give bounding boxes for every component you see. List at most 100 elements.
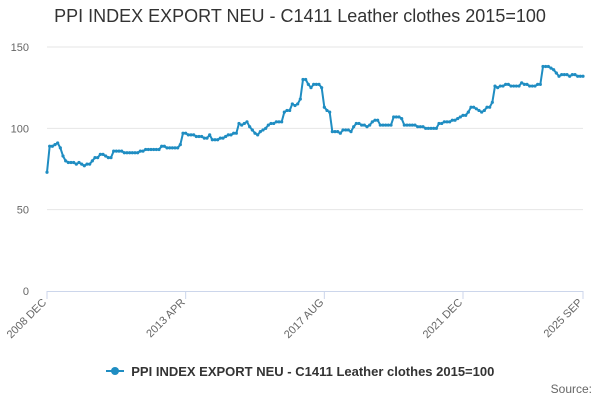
data-point[interactable] bbox=[88, 162, 92, 166]
data-point[interactable] bbox=[157, 147, 161, 152]
data-point[interactable] bbox=[445, 120, 449, 124]
series-group[interactable] bbox=[45, 64, 585, 174]
data-point[interactable] bbox=[189, 133, 193, 137]
data-point[interactable] bbox=[82, 164, 86, 168]
data-point[interactable] bbox=[469, 105, 473, 109]
data-point[interactable] bbox=[245, 120, 249, 124]
data-point[interactable] bbox=[317, 82, 321, 87]
data-point[interactable] bbox=[520, 81, 524, 85]
data-point[interactable] bbox=[389, 123, 393, 127]
data-point[interactable] bbox=[229, 133, 233, 137]
data-point[interactable] bbox=[397, 115, 401, 119]
data-point[interactable] bbox=[256, 133, 260, 137]
data-point[interactable] bbox=[429, 126, 433, 130]
data-point[interactable] bbox=[312, 82, 316, 87]
data-point[interactable] bbox=[192, 133, 196, 137]
data-point[interactable] bbox=[104, 154, 108, 158]
data-point[interactable] bbox=[205, 136, 209, 140]
data-point[interactable] bbox=[357, 121, 361, 126]
data-point[interactable] bbox=[480, 110, 484, 114]
data-point[interactable] bbox=[314, 82, 318, 87]
data-point[interactable] bbox=[200, 134, 204, 139]
data-point[interactable] bbox=[346, 128, 350, 132]
data-point[interactable] bbox=[269, 121, 273, 126]
data-point[interactable] bbox=[349, 129, 353, 134]
data-point[interactable] bbox=[165, 146, 169, 150]
data-point[interactable] bbox=[85, 162, 89, 166]
data-point[interactable] bbox=[394, 115, 398, 119]
data-point[interactable] bbox=[277, 120, 281, 124]
data-point[interactable] bbox=[280, 120, 284, 124]
data-point[interactable] bbox=[434, 126, 438, 130]
data-point[interactable] bbox=[250, 128, 254, 132]
data-point[interactable] bbox=[320, 86, 324, 90]
data-point[interactable] bbox=[272, 121, 276, 126]
data-point[interactable] bbox=[112, 149, 116, 153]
data-point[interactable] bbox=[453, 118, 457, 122]
data-point[interactable] bbox=[581, 74, 585, 78]
data-point[interactable] bbox=[376, 118, 380, 122]
data-point[interactable] bbox=[464, 113, 468, 117]
data-point[interactable] bbox=[98, 152, 102, 156]
data-point[interactable] bbox=[328, 110, 332, 114]
data-point[interactable] bbox=[221, 136, 225, 140]
data-point[interactable] bbox=[122, 151, 126, 155]
data-point[interactable] bbox=[168, 146, 172, 150]
data-point[interactable] bbox=[554, 71, 558, 75]
data-point[interactable] bbox=[424, 126, 428, 130]
data-point[interactable] bbox=[432, 126, 436, 130]
data-point[interactable] bbox=[565, 73, 569, 77]
data-point[interactable] bbox=[461, 113, 465, 117]
data-point[interactable] bbox=[442, 120, 446, 124]
data-point[interactable] bbox=[138, 149, 142, 153]
data-point[interactable] bbox=[80, 162, 84, 166]
data-point[interactable] bbox=[120, 149, 124, 153]
data-point[interactable] bbox=[248, 125, 252, 129]
data-point[interactable] bbox=[517, 84, 521, 88]
data-point[interactable] bbox=[365, 125, 369, 129]
data-point[interactable] bbox=[416, 125, 420, 129]
data-point[interactable] bbox=[162, 144, 166, 148]
data-point[interactable] bbox=[360, 123, 364, 127]
data-point[interactable] bbox=[341, 128, 345, 132]
data-point[interactable] bbox=[74, 162, 78, 166]
data-point[interactable] bbox=[176, 146, 180, 150]
data-point[interactable] bbox=[538, 82, 542, 87]
data-point[interactable] bbox=[413, 123, 417, 127]
data-point[interactable] bbox=[509, 84, 513, 88]
data-point[interactable] bbox=[152, 147, 156, 152]
data-point[interactable] bbox=[130, 151, 134, 155]
data-point[interactable] bbox=[549, 66, 553, 70]
data-point[interactable] bbox=[546, 64, 550, 69]
data-point[interactable] bbox=[261, 128, 265, 132]
data-point[interactable] bbox=[114, 149, 118, 153]
data-point[interactable] bbox=[96, 156, 100, 160]
data-point[interactable] bbox=[472, 105, 476, 109]
data-point[interactable] bbox=[496, 86, 500, 90]
data-point[interactable] bbox=[93, 156, 97, 160]
data-point[interactable] bbox=[418, 125, 422, 129]
data-point[interactable] bbox=[530, 84, 534, 88]
data-point[interactable] bbox=[144, 147, 148, 152]
data-point[interactable] bbox=[344, 128, 348, 132]
data-point[interactable] bbox=[562, 73, 566, 77]
data-point[interactable] bbox=[213, 138, 217, 142]
data-point[interactable] bbox=[170, 146, 174, 150]
data-point[interactable] bbox=[234, 131, 238, 135]
data-point[interactable] bbox=[301, 77, 305, 82]
data-point[interactable] bbox=[488, 105, 492, 109]
data-point[interactable] bbox=[298, 97, 302, 101]
data-point[interactable] bbox=[504, 82, 508, 87]
data-point[interactable] bbox=[373, 118, 377, 122]
data-point[interactable] bbox=[69, 160, 73, 165]
data-point[interactable] bbox=[128, 151, 132, 155]
data-point[interactable] bbox=[368, 123, 372, 127]
data-point[interactable] bbox=[458, 115, 462, 119]
data-point[interactable] bbox=[333, 129, 337, 134]
data-point[interactable] bbox=[578, 74, 582, 78]
data-point[interactable] bbox=[440, 121, 444, 126]
data-point[interactable] bbox=[242, 121, 246, 126]
data-point[interactable] bbox=[405, 123, 409, 127]
data-point[interactable] bbox=[240, 123, 244, 127]
data-point[interactable] bbox=[194, 134, 198, 139]
